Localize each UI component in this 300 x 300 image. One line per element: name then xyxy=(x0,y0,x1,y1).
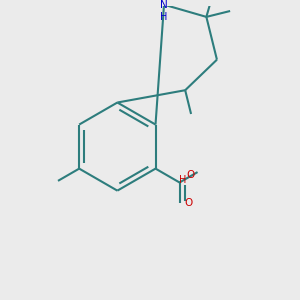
Text: H: H xyxy=(179,175,186,185)
Text: N: N xyxy=(160,0,168,10)
Text: O: O xyxy=(184,198,192,208)
Text: O: O xyxy=(186,170,194,180)
Text: H: H xyxy=(160,12,168,22)
